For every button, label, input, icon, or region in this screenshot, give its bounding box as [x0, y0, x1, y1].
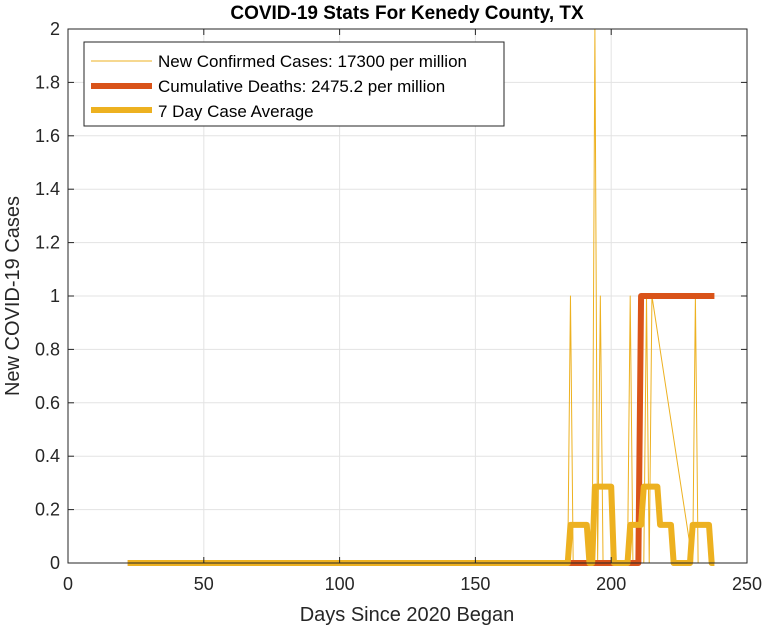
- legend-label-new-cases: New Confirmed Cases: 17300 per million: [158, 52, 467, 71]
- y-tick-label: 0: [50, 553, 60, 573]
- x-tick-label: 150: [460, 574, 490, 594]
- y-tick-label: 1: [50, 286, 60, 306]
- x-tick-label: 200: [596, 574, 626, 594]
- legend-label-deaths: Cumulative Deaths: 2475.2 per million: [158, 77, 445, 96]
- legend-label-average: 7 Day Case Average: [158, 102, 314, 121]
- y-tick-label: 0.6: [35, 393, 60, 413]
- chart-title: COVID-19 Stats For Kenedy County, TX: [230, 3, 584, 24]
- y-axis-label: New COVID-19 Cases: [2, 196, 24, 396]
- series-7-day-average: [127, 483, 715, 566]
- y-tick-label: 1.6: [35, 126, 60, 146]
- x-tick-label: 0: [63, 574, 73, 594]
- legend-box: [83, 41, 505, 127]
- y-tick-label: 1.4: [35, 179, 60, 199]
- x-tick-label: 50: [194, 574, 214, 594]
- y-tick-label: 0.4: [35, 446, 60, 466]
- axis-ticks: 0 50 100 150 200 250 0 0.2 0.4 0.6 0.8 1 1.2 1.4 1.6 1.…: [35, 19, 762, 594]
- y-tick-label: 0.2: [35, 500, 60, 520]
- x-tick-label: 250: [732, 574, 762, 594]
- y-tick-label: 2: [50, 19, 60, 39]
- legend: New Confirmed Cases: 17300 per million C…: [83, 41, 505, 127]
- y-tick-label: 1.2: [35, 233, 60, 253]
- x-tick-label: 100: [325, 574, 355, 594]
- x-axis-label: Days Since 2020 Began: [300, 604, 515, 626]
- y-tick-label: 0.8: [35, 339, 60, 359]
- y-tick-label: 1.8: [35, 72, 60, 92]
